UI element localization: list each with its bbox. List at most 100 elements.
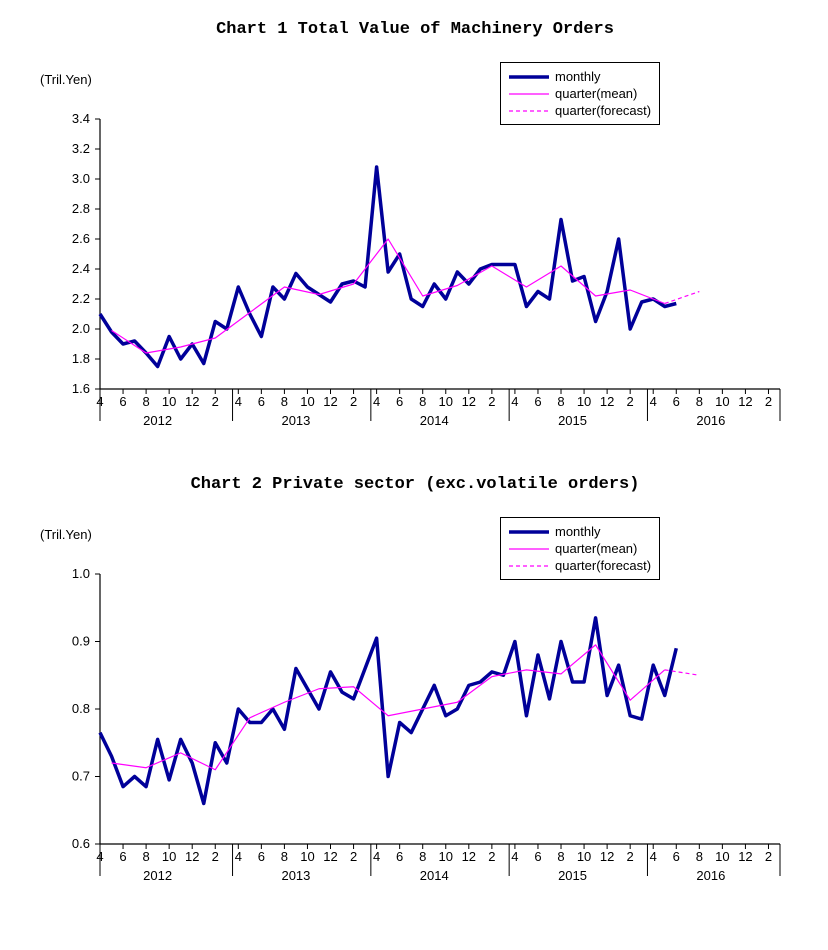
x-month-label: 6	[396, 849, 403, 864]
x-month-label: 10	[162, 394, 176, 409]
y-tick-label: 3.4	[72, 111, 90, 126]
chart-title: Chart 1 Total Value of Machinery Orders	[20, 20, 810, 39]
y-tick-label: 2.0	[72, 321, 90, 336]
x-month-label: 10	[300, 394, 314, 409]
y-axis-unit-label: (Tril.Yen)	[40, 527, 92, 542]
x-month-label: 6	[673, 849, 680, 864]
series-quarter_forecast	[665, 292, 700, 304]
x-month-label: 4	[373, 849, 380, 864]
chart-plot: 0.60.70.80.91.04681012246810122468101224…	[20, 504, 810, 899]
x-month-label: 10	[715, 394, 729, 409]
y-tick-label: 2.6	[72, 231, 90, 246]
x-month-label: 2	[765, 849, 772, 864]
y-tick-label: 1.0	[72, 566, 90, 581]
x-year-label: 2012	[143, 868, 172, 883]
x-month-label: 12	[738, 849, 752, 864]
x-month-label: 2	[627, 394, 634, 409]
x-month-label: 4	[373, 394, 380, 409]
legend-swatch	[509, 87, 549, 101]
x-month-label: 6	[534, 849, 541, 864]
series-monthly	[100, 167, 676, 367]
x-month-label: 8	[557, 394, 564, 409]
y-tick-label: 3.0	[72, 171, 90, 186]
x-month-label: 10	[577, 849, 591, 864]
legend-swatch	[509, 525, 549, 539]
x-month-label: 8	[696, 849, 703, 864]
chart-plot: 1.61.82.02.22.42.62.83.03.23.44681012246…	[20, 49, 810, 444]
legend: monthlyquarter(mean)quarter(forecast)	[500, 517, 660, 580]
x-month-label: 2	[212, 394, 219, 409]
x-year-label: 2016	[696, 413, 725, 428]
x-month-label: 12	[600, 849, 614, 864]
y-tick-label: 1.6	[72, 381, 90, 396]
chart-container: Chart 1 Total Value of Machinery Orders (…	[20, 20, 810, 415]
series-quarter_mean	[112, 645, 665, 770]
x-month-label: 6	[258, 849, 265, 864]
x-year-label: 2015	[558, 868, 587, 883]
x-month-label: 2	[212, 849, 219, 864]
y-tick-label: 0.6	[72, 836, 90, 851]
x-month-label: 2	[350, 849, 357, 864]
y-axis-unit-label: (Tril.Yen)	[40, 72, 92, 87]
legend-swatch	[509, 559, 549, 573]
x-month-label: 4	[511, 849, 518, 864]
x-month-label: 4	[650, 394, 657, 409]
x-year-label: 2014	[420, 413, 449, 428]
legend: monthly quarter(mean) quarter(forecast)	[500, 62, 660, 125]
x-month-label: 8	[696, 394, 703, 409]
y-tick-label: 2.2	[72, 291, 90, 306]
y-tick-label: 0.7	[72, 769, 90, 784]
x-month-label: 6	[396, 394, 403, 409]
legend-label: monthly	[555, 524, 601, 539]
x-month-label: 8	[419, 394, 426, 409]
x-year-label: 2013	[281, 868, 310, 883]
legend-label: quarter(forecast)	[555, 558, 651, 573]
x-month-label: 8	[557, 849, 564, 864]
y-tick-label: 2.4	[72, 261, 90, 276]
x-month-label: 8	[142, 394, 149, 409]
legend-swatch	[509, 70, 549, 84]
x-month-label: 2	[765, 394, 772, 409]
legend-item: quarter(forecast)	[509, 558, 651, 573]
legend-item: monthly	[509, 69, 651, 84]
x-month-label: 2	[488, 394, 495, 409]
x-month-label: 8	[419, 849, 426, 864]
x-month-label: 8	[281, 849, 288, 864]
x-month-label: 6	[119, 849, 126, 864]
series-monthly	[100, 618, 676, 804]
legend-label: quarter(mean)	[555, 86, 637, 101]
y-tick-label: 3.2	[72, 141, 90, 156]
x-month-label: 10	[300, 849, 314, 864]
x-month-label: 12	[738, 394, 752, 409]
x-month-label: 12	[600, 394, 614, 409]
x-year-label: 2013	[281, 413, 310, 428]
legend-label: monthly	[555, 69, 601, 84]
y-tick-label: 0.8	[72, 701, 90, 716]
x-month-label: 4	[650, 849, 657, 864]
x-month-label: 6	[534, 394, 541, 409]
x-month-label: 12	[323, 849, 337, 864]
x-month-label: 12	[185, 394, 199, 409]
legend-item: quarter(forecast)	[509, 103, 651, 118]
x-year-label: 2014	[420, 868, 449, 883]
chart-container: Chart 2 Private sector (exc.volatile ord…	[20, 475, 810, 870]
legend-item: quarter(mean)	[509, 86, 651, 101]
x-month-label: 4	[235, 394, 242, 409]
x-month-label: 12	[185, 849, 199, 864]
x-month-label: 2	[627, 849, 634, 864]
y-tick-label: 1.8	[72, 351, 90, 366]
x-month-label: 10	[577, 394, 591, 409]
legend-label: quarter(forecast)	[555, 103, 651, 118]
x-month-label: 10	[439, 849, 453, 864]
x-month-label: 4	[511, 394, 518, 409]
x-month-label: 6	[119, 394, 126, 409]
x-month-label: 6	[673, 394, 680, 409]
legend-swatch	[509, 104, 549, 118]
x-month-label: 8	[142, 849, 149, 864]
x-month-label: 6	[258, 394, 265, 409]
x-month-label: 12	[462, 394, 476, 409]
x-month-label: 2	[488, 849, 495, 864]
x-month-label: 4	[235, 849, 242, 864]
x-month-label: 2	[350, 394, 357, 409]
x-year-label: 2015	[558, 413, 587, 428]
